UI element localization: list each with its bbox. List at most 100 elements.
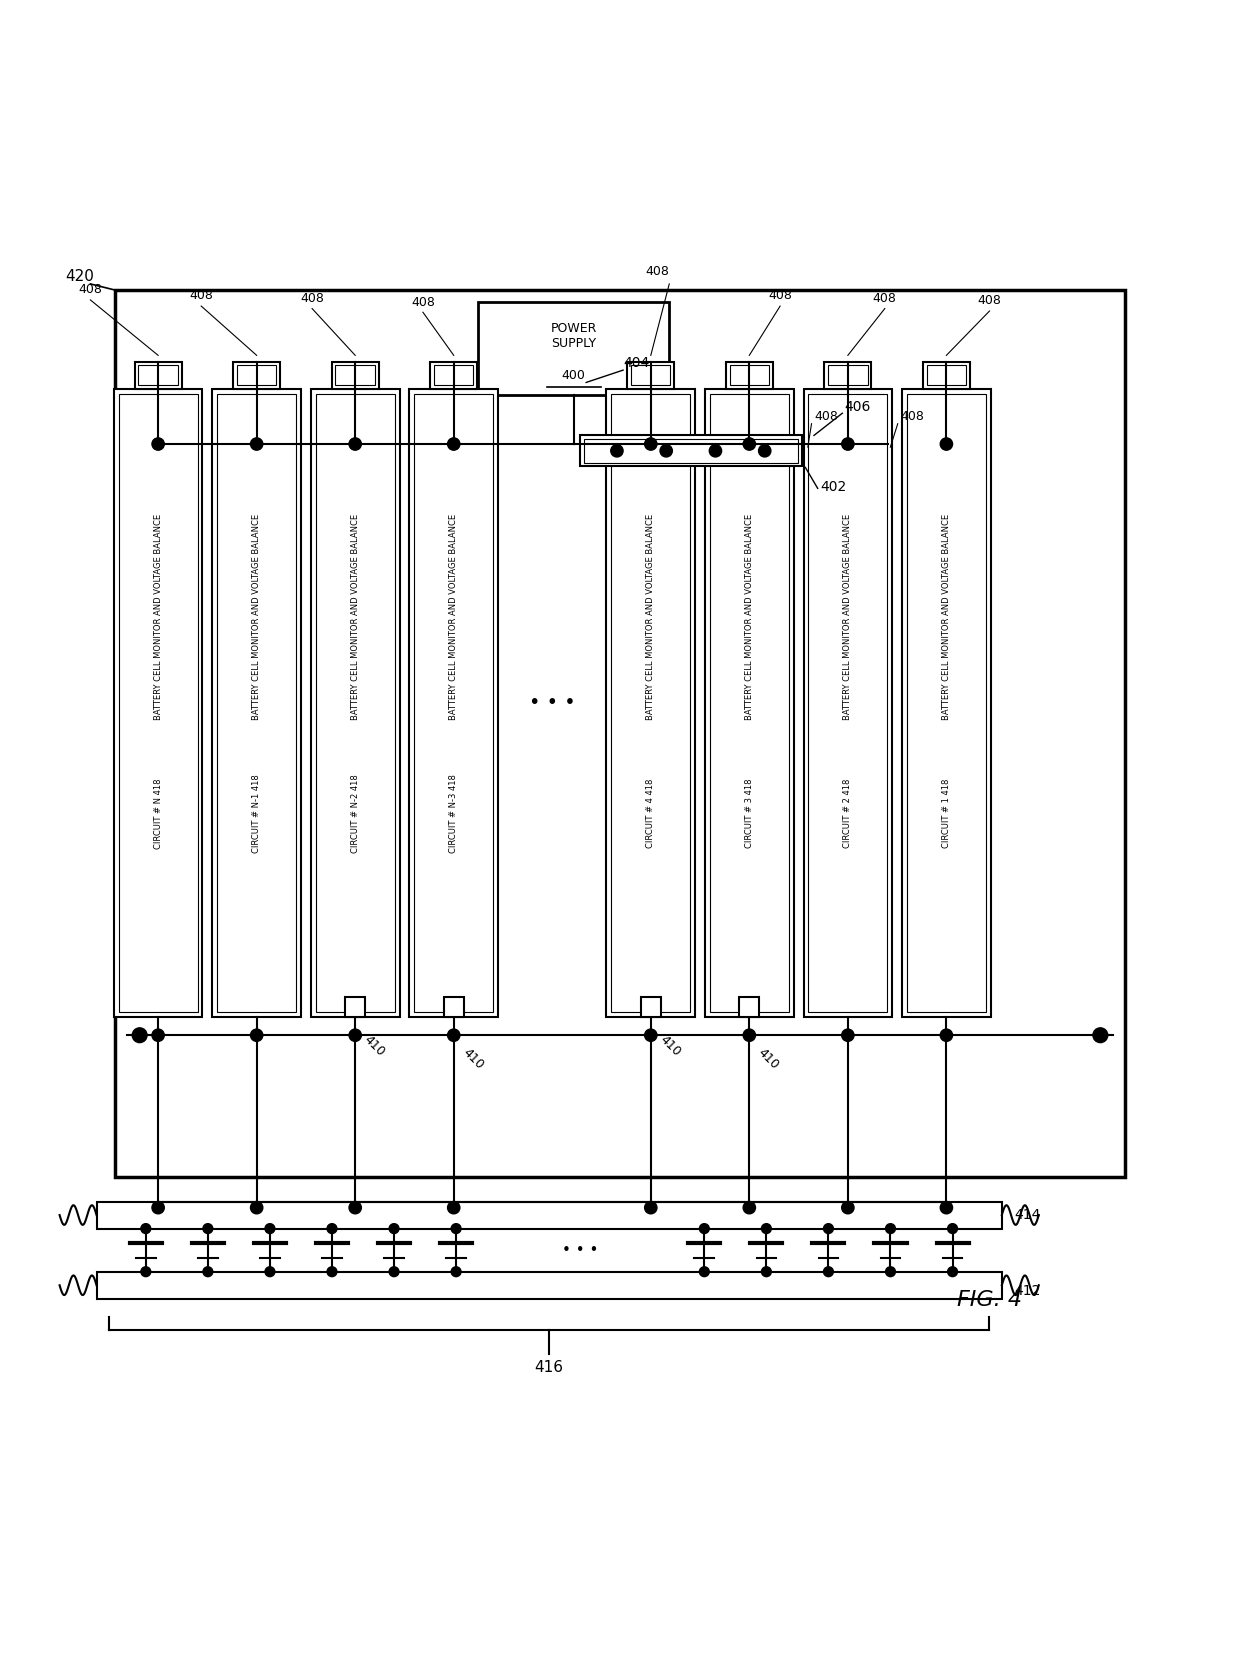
Circle shape [885, 1266, 895, 1276]
Text: BATTERY CELL MONITOR AND VOLTAGE BALANCE: BATTERY CELL MONITOR AND VOLTAGE BALANCE [843, 514, 852, 719]
Text: 408: 408 [300, 291, 324, 305]
Bar [345, 997, 365, 1017]
Circle shape [940, 1028, 952, 1042]
Bar [580, 436, 802, 466]
Text: CIRCUIT # 3 418: CIRCUIT # 3 418 [745, 779, 754, 849]
Bar [804, 389, 893, 1017]
Text: POWER
SUPPLY: POWER SUPPLY [551, 323, 596, 349]
Bar [139, 364, 177, 384]
Text: CIRCUIT # 2 418: CIRCUIT # 2 418 [843, 779, 852, 849]
Circle shape [265, 1266, 275, 1276]
Text: BATTERY CELL MONITOR AND VOLTAGE BALANCE: BATTERY CELL MONITOR AND VOLTAGE BALANCE [745, 514, 754, 719]
Circle shape [743, 1028, 755, 1042]
Text: 412: 412 [1014, 1285, 1040, 1298]
Text: 402: 402 [820, 479, 847, 494]
Bar [97, 1271, 1002, 1300]
Circle shape [1092, 1028, 1107, 1043]
Circle shape [611, 444, 622, 458]
Circle shape [448, 1028, 460, 1042]
Text: BATTERY CELL MONITOR AND VOLTAGE BALANCE: BATTERY CELL MONITOR AND VOLTAGE BALANCE [252, 514, 262, 719]
Bar [739, 997, 759, 1017]
Bar [627, 361, 675, 389]
Bar [729, 364, 769, 384]
Text: 408: 408 [977, 295, 1002, 308]
Bar [115, 290, 1125, 1176]
Circle shape [645, 438, 657, 451]
Bar [711, 393, 789, 1012]
Circle shape [842, 438, 854, 451]
Circle shape [348, 1201, 361, 1213]
Bar [311, 389, 399, 1017]
Circle shape [153, 1028, 164, 1042]
Bar [217, 393, 296, 1012]
Text: CIRCUIT # N-3 418: CIRCUIT # N-3 418 [449, 774, 459, 854]
Circle shape [743, 438, 755, 451]
Circle shape [141, 1266, 151, 1276]
Circle shape [250, 1028, 263, 1042]
Circle shape [842, 1201, 854, 1213]
Text: BATTERY CELL MONITOR AND VOLTAGE BALANCE: BATTERY CELL MONITOR AND VOLTAGE BALANCE [646, 514, 655, 719]
Circle shape [327, 1223, 337, 1233]
Circle shape [389, 1266, 399, 1276]
Circle shape [389, 1223, 399, 1233]
Text: 408: 408 [645, 265, 668, 278]
Circle shape [947, 1223, 957, 1233]
Bar [233, 361, 280, 389]
Circle shape [348, 438, 361, 451]
Text: BATTERY CELL MONITOR AND VOLTAGE BALANCE: BATTERY CELL MONITOR AND VOLTAGE BALANCE [942, 514, 951, 719]
Bar [316, 393, 394, 1012]
Text: 410: 410 [361, 1033, 387, 1060]
Text: CIRCUIT # N-2 418: CIRCUIT # N-2 418 [351, 774, 360, 854]
Text: 408: 408 [813, 409, 838, 423]
Text: BATTERY CELL MONITOR AND VOLTAGE BALANCE: BATTERY CELL MONITOR AND VOLTAGE BALANCE [449, 514, 459, 719]
Text: 404: 404 [622, 356, 650, 369]
Circle shape [451, 1223, 461, 1233]
Bar [434, 364, 474, 384]
Text: • • •: • • • [529, 694, 575, 712]
Text: CIRCUIT # 4 418: CIRCUIT # 4 418 [646, 779, 655, 849]
Bar [901, 389, 991, 1017]
Circle shape [940, 438, 952, 451]
Bar [135, 361, 181, 389]
Bar [926, 364, 966, 384]
Bar [409, 389, 498, 1017]
Circle shape [940, 1201, 952, 1213]
Circle shape [660, 444, 672, 458]
Text: 408: 408 [768, 290, 792, 303]
Bar [119, 393, 197, 1012]
Circle shape [761, 1223, 771, 1233]
Bar [631, 364, 671, 384]
Bar [641, 997, 661, 1017]
Text: 408: 408 [410, 296, 435, 308]
Bar [444, 997, 464, 1017]
Circle shape [645, 1028, 657, 1042]
Circle shape [448, 438, 460, 451]
Circle shape [709, 444, 722, 458]
Bar [923, 361, 970, 389]
Text: 410: 410 [755, 1045, 781, 1072]
Circle shape [141, 1223, 151, 1233]
Circle shape [645, 1201, 657, 1213]
Circle shape [759, 444, 771, 458]
Circle shape [133, 1028, 148, 1043]
Circle shape [885, 1223, 895, 1233]
Text: 414: 414 [1014, 1208, 1040, 1221]
Bar [828, 364, 868, 384]
Circle shape [153, 1201, 164, 1213]
Circle shape [448, 1201, 460, 1213]
Circle shape [743, 1201, 755, 1213]
Circle shape [250, 1201, 263, 1213]
Bar [808, 393, 888, 1012]
Circle shape [265, 1223, 275, 1233]
Bar [825, 361, 872, 389]
Circle shape [761, 1266, 771, 1276]
Bar [906, 393, 986, 1012]
Circle shape [327, 1266, 337, 1276]
Circle shape [823, 1266, 833, 1276]
Circle shape [842, 1028, 854, 1042]
Bar [725, 361, 773, 389]
Text: CIRCUIT # N 418: CIRCUIT # N 418 [154, 779, 162, 849]
Bar [706, 389, 794, 1017]
Circle shape [451, 1266, 461, 1276]
Bar [237, 364, 277, 384]
